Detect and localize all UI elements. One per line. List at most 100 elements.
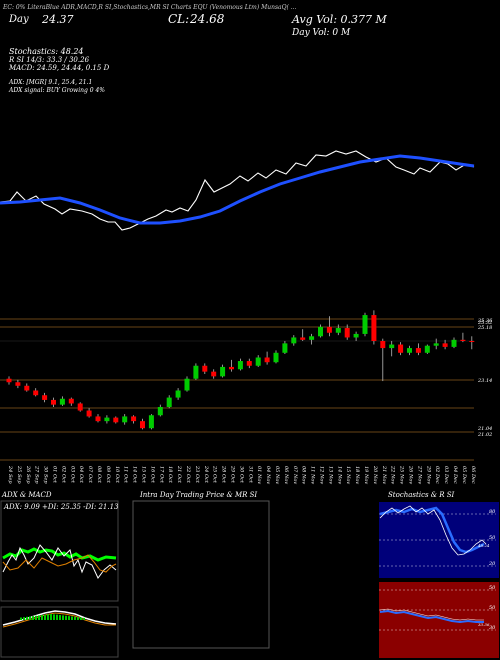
- price-level-label: 21.04: [477, 426, 492, 432]
- macd-histogram-bar: [32, 616, 34, 620]
- candle-body: [460, 339, 466, 341]
- date-tick-label: 21 Nov: [381, 465, 387, 484]
- date-tick-label: 25 Nov: [399, 465, 405, 484]
- macd-histogram-bar: [29, 616, 31, 620]
- price-level-label: 21.02: [477, 432, 492, 438]
- rsi-stat: R SI 14/3: 33.3 / 30.26: [9, 56, 90, 64]
- candle-body: [380, 341, 386, 349]
- date-tick-label: 15 Oct: [141, 466, 147, 484]
- candle-body: [59, 398, 65, 405]
- macd-histogram-bar: [20, 617, 22, 620]
- candle-body: [148, 415, 154, 429]
- candle-body: [407, 348, 412, 353]
- stoch-tick-80: 80: [489, 509, 496, 515]
- candle-body: [202, 365, 208, 372]
- candle-body: [166, 397, 172, 407]
- candle-body: [424, 345, 430, 353]
- candle-body: [131, 416, 137, 422]
- candle-body: [318, 326, 323, 337]
- date-tick-label: 06 Dec: [470, 466, 476, 484]
- date-tick-label: 24 Oct: [203, 465, 209, 484]
- date-tick-label: 03 Dec: [443, 466, 449, 484]
- macd-histogram-bar: [53, 614, 55, 620]
- candle-body: [344, 328, 350, 338]
- candle-body: [246, 361, 252, 366]
- candle-body: [291, 337, 297, 344]
- candle-body: [6, 378, 12, 383]
- price-level-label: 23.14: [477, 378, 492, 384]
- candle-body: [68, 398, 74, 404]
- rsi-tick-50a: 50: [489, 585, 496, 591]
- date-tick-label: 01 Oct: [52, 466, 58, 484]
- rsi-value: 33.36: [478, 622, 490, 627]
- date-tick-label: 02 Oct: [60, 466, 66, 484]
- minus-di-line: [2, 554, 117, 573]
- price-level-label: 25.32: [477, 320, 492, 326]
- date-tick-label: 26 Nov: [408, 465, 414, 484]
- date-tick-label: 19 Nov: [363, 466, 369, 484]
- candle-body: [451, 339, 457, 347]
- date-tick-label: 10 Oct: [114, 466, 120, 484]
- close-value: 24.68: [190, 12, 225, 26]
- date-tick-label: 04 Dec: [452, 466, 458, 484]
- date-tick-label: 18 Oct: [167, 466, 173, 484]
- candle-body: [51, 399, 56, 405]
- day-label: Day: [9, 14, 29, 25]
- date-tick-label: 15 Nov: [345, 466, 351, 484]
- date-tick-label: 08 Nov: [301, 466, 307, 484]
- plus-di-line: [2, 544, 117, 579]
- candle-body: [255, 357, 261, 366]
- candle-body: [309, 336, 315, 340]
- macd-histogram-bar: [83, 617, 85, 620]
- macd-line: [2, 612, 116, 628]
- date-tick-label: 31 Oct: [247, 466, 253, 484]
- candle-body: [175, 390, 181, 398]
- date-tick-label: 23 Oct: [194, 465, 200, 484]
- price-level-label: 25.18: [477, 325, 492, 331]
- macd-histogram-bar: [35, 615, 37, 620]
- rsi-tick-30: 30: [489, 625, 496, 631]
- date-tick-label: 27 Nov: [416, 465, 422, 484]
- stoch-tick-20: 20: [488, 561, 496, 567]
- rsi-line: [379, 609, 484, 624]
- price-level-label: 25.36: [477, 318, 493, 324]
- date-tick-label: 26 Sep: [25, 465, 31, 484]
- rsi-thin-line: [379, 608, 484, 621]
- adx-panel: ADX: 9.09 +DI: 25.35 -DI: 21.13: [0, 500, 119, 658]
- candle-body: [237, 361, 243, 370]
- macd-stat: MACD: 24.59, 24.44, 0.15 D: [9, 64, 110, 72]
- stoch-tick-50: 50: [489, 535, 496, 541]
- macd-histogram-bar: [47, 614, 49, 620]
- adx-signal-stat: ADX signal: BUY Growing 0 4%: [9, 87, 105, 94]
- date-tick-label: 25 Sep: [16, 465, 22, 484]
- adx-values: ADX: 9.09 +DI: 25.35 -DI: 21.13: [3, 503, 119, 511]
- adx-stat: ADX: [MGR] 9.1, 25.4, 21.1: [9, 79, 93, 86]
- date-tick-label: 05 Dec: [461, 466, 467, 484]
- candle-body: [415, 348, 421, 353]
- date-tick-label: 12 Nov: [319, 466, 325, 484]
- candle-body: [335, 328, 341, 333]
- candle-body: [300, 337, 306, 340]
- date-tick-label: 14 Oct: [132, 466, 138, 484]
- candle-body: [77, 403, 83, 411]
- candle-body: [140, 421, 145, 429]
- date-tick-label: 29 Nov: [425, 465, 431, 484]
- candle-body: [122, 416, 128, 423]
- candle-body: [95, 416, 101, 422]
- macd-histogram-bar: [44, 614, 46, 620]
- stoch-rsi-panel: 80 50 20 48.24 50 50 30 33.36: [379, 502, 499, 658]
- date-tick-label: 24 Sep: [7, 465, 13, 484]
- macd-histogram-bar: [68, 616, 70, 620]
- macd-histogram-bar: [80, 617, 82, 620]
- date-tick-label: 28 Oct: [221, 465, 227, 484]
- close-label: CL:: [168, 12, 190, 26]
- candle-body: [220, 366, 226, 377]
- date-tick-label: 06 Nov: [283, 466, 289, 484]
- candle-body: [264, 357, 270, 363]
- date-tick-label: 27 Sep: [34, 465, 40, 484]
- candle-body: [184, 378, 190, 391]
- macd-histogram-bar: [77, 617, 79, 620]
- stochastics-stat: Stochastics: 48.24: [9, 47, 84, 56]
- intraday-panel-title: Intra Day Trading Price & MR SI: [140, 491, 258, 499]
